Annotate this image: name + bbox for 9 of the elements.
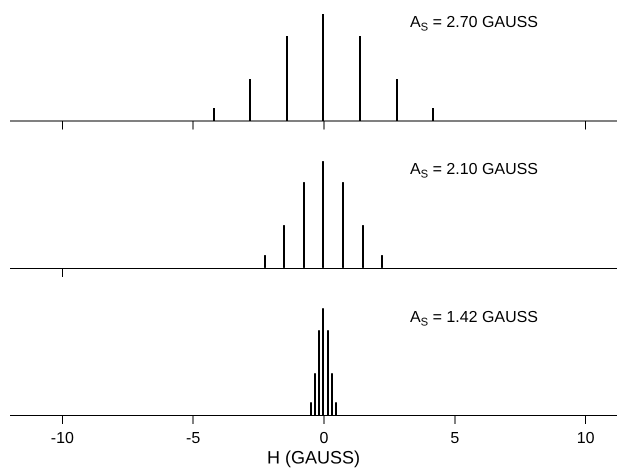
x-tick-label: 5 [450,430,460,448]
annotation: A$_{S}$ = 2.70 GAUSS [410,14,538,34]
x-tick-label: 10 [576,430,595,448]
x-tick-label: -5 [186,430,200,448]
x-tick-label: -10 [50,430,74,448]
x-tick-label: 0 [320,430,329,448]
x-axis-title: H (GAUSS) [266,447,360,468]
annotation: A$_{S}$ = 2.10 GAUSS [410,161,538,180]
annotation: A$_{S}$ = 1.42 GAUSS [410,309,538,328]
